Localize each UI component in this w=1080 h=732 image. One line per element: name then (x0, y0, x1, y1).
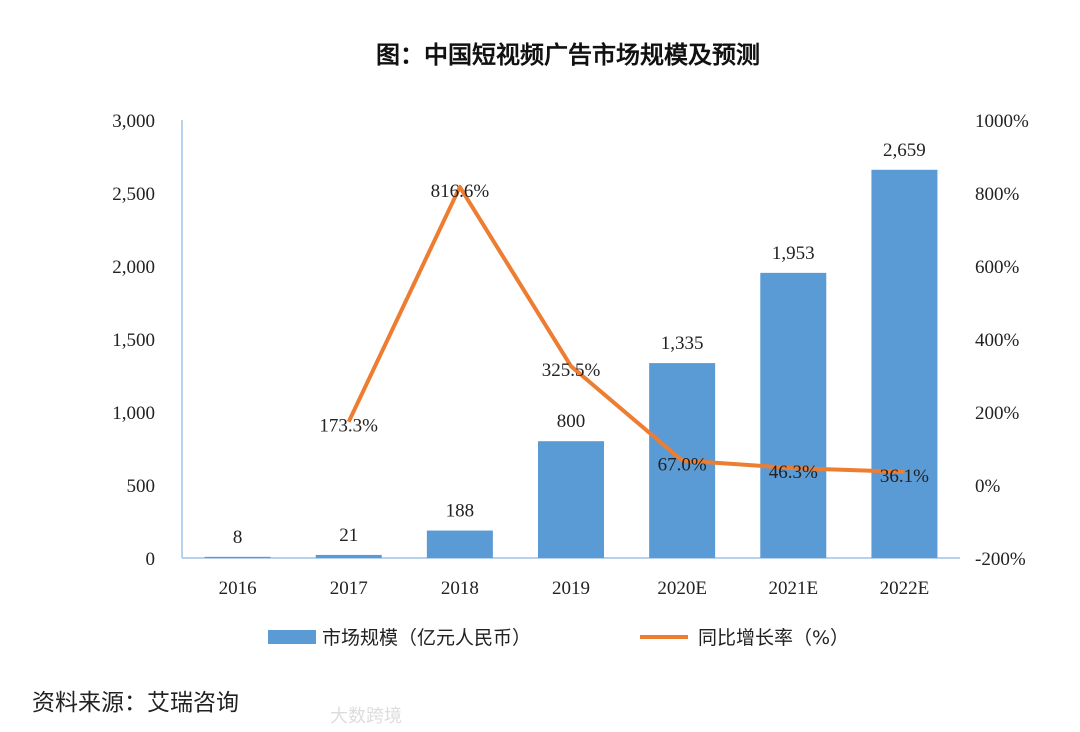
x-tick-label: 2022E (880, 578, 930, 599)
line-value-label: 36.1% (880, 466, 929, 487)
legend: 市场规模（亿元人民币） 同比增长率（%） (268, 627, 849, 649)
right-tick-label: 200% (975, 403, 1020, 424)
x-tick-label: 2021E (768, 578, 818, 599)
left-tick-label: 1,000 (112, 403, 155, 424)
bar-value-label: 2,659 (883, 140, 926, 161)
left-tick-label: 2,000 (112, 257, 155, 278)
bar-value-label: 188 (446, 501, 475, 522)
right-tick-label: 800% (975, 184, 1020, 205)
chart-title: 图：中国短视频广告市场规模及预测 (376, 41, 760, 69)
legend-bar-swatch (268, 630, 316, 644)
line-value-label: 67.0% (658, 455, 707, 476)
x-tick-label: 2019 (552, 578, 590, 599)
bar-value-label: 1,953 (772, 243, 815, 264)
bar-value-label: 8 (233, 527, 243, 548)
watermark: 大数跨境 (330, 706, 402, 727)
right-tick-label: -200% (975, 549, 1026, 570)
left-tick-label: 1,500 (112, 330, 155, 351)
left-tick-label: 0 (146, 549, 156, 570)
right-tick-label: 0% (975, 476, 1001, 497)
right-tick-label: 600% (975, 257, 1020, 278)
x-tick-label: 2018 (441, 578, 479, 599)
right-tick-label: 1000% (975, 111, 1029, 132)
bar (538, 441, 604, 558)
source-note: 资料来源：艾瑞咨询 (32, 690, 239, 716)
x-tick-label: 2017 (330, 578, 368, 599)
right-tick-label: 400% (975, 330, 1020, 351)
bar (426, 530, 493, 558)
x-tick-label: 2020E (657, 578, 707, 599)
bar (315, 554, 382, 558)
bar (204, 556, 271, 558)
left-tick-label: 500 (127, 476, 156, 497)
left-tick-label: 2,500 (112, 184, 155, 205)
bar-value-label: 21 (339, 525, 358, 546)
bar-value-label: 1,335 (661, 333, 704, 354)
x-tick-label: 2016 (219, 578, 257, 599)
bar (760, 272, 827, 558)
line-value-label: 325.5% (542, 360, 601, 381)
growth-line (346, 184, 905, 474)
left-tick-label: 3,000 (112, 111, 155, 132)
bar-value-label: 800 (557, 411, 586, 432)
legend-line-label: 同比增长率（%） (698, 627, 849, 649)
legend-bar-label: 市场规模（亿元人民币） (322, 627, 531, 649)
line-value-label: 46.3% (769, 462, 818, 483)
bar (871, 169, 938, 558)
line-value-label: 816.6% (431, 181, 490, 202)
line-value-label: 173.3% (319, 416, 378, 437)
